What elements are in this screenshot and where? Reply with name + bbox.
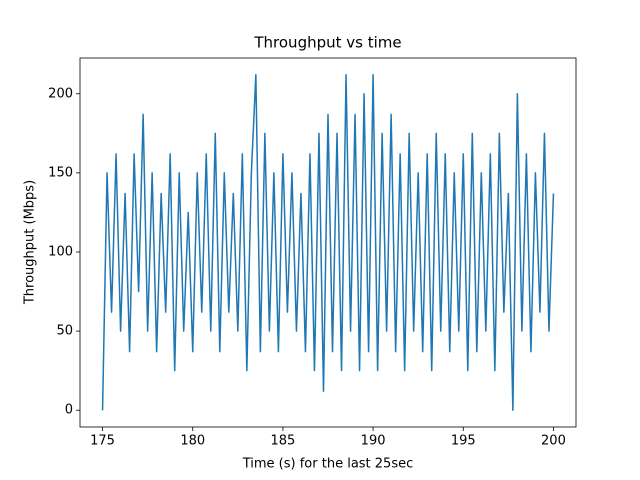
y-tick-label: 50 bbox=[56, 324, 73, 339]
x-tick-label: 175 bbox=[90, 434, 115, 449]
plot-frame bbox=[79, 57, 577, 428]
x-tick-label: 190 bbox=[361, 434, 386, 449]
y-tick-label: 150 bbox=[48, 165, 73, 180]
y-tick-label: 200 bbox=[48, 86, 73, 101]
x-tick-label: 185 bbox=[270, 434, 295, 449]
chart-title: Throughput vs time bbox=[253, 34, 401, 52]
x-tick-label: 200 bbox=[541, 434, 566, 449]
y-axis-label: Throughput (Mbps) bbox=[23, 180, 38, 305]
x-axis-label: Time (s) for the last 25sec bbox=[242, 457, 414, 472]
x-tick-label: 195 bbox=[451, 434, 476, 449]
x-tick-label: 180 bbox=[180, 434, 205, 449]
y-tick-label: 100 bbox=[48, 244, 73, 259]
data-line bbox=[101, 74, 555, 411]
y-tick-label: 0 bbox=[65, 403, 73, 418]
